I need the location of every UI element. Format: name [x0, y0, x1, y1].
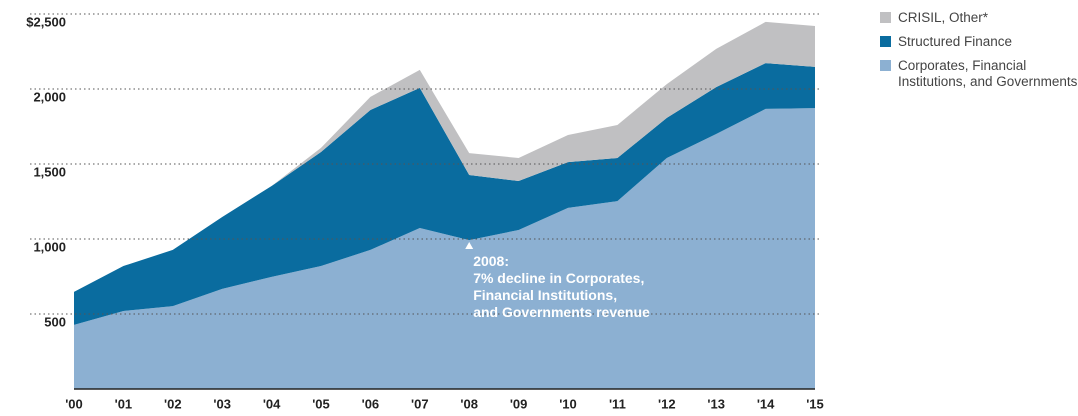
annotation-text: 7% decline in Corporates,: [473, 270, 644, 286]
legend-item: Corporates, Financial Institutions, and …: [880, 58, 1078, 90]
x-tick-label: '08: [460, 396, 478, 411]
x-tick-label: '07: [411, 396, 429, 411]
x-tick-label: '13: [707, 396, 725, 411]
x-tick-label: '09: [510, 396, 528, 411]
area-1: [74, 63, 815, 325]
annotation-text: 2008:: [473, 253, 509, 269]
x-tick-label: '00: [65, 396, 83, 411]
y-tick-label: $2,500: [26, 14, 66, 29]
y-tick-label: 1,500: [33, 164, 66, 179]
annotation-marker: [465, 242, 474, 250]
area-0: [74, 108, 815, 389]
legend-swatch: [880, 60, 891, 71]
y-tick-label: 2,000: [33, 89, 66, 104]
x-tick-label: '10: [559, 396, 577, 411]
x-tick-label: '06: [362, 396, 380, 411]
legend-label: Structured Finance: [898, 34, 1013, 49]
x-tick-label: '03: [213, 396, 231, 411]
x-tick-label: '11: [609, 396, 626, 411]
legend-item: CRISIL, Other*: [880, 10, 1078, 26]
x-tick-label: '14: [757, 396, 775, 411]
legend-swatch: [880, 12, 891, 23]
x-tick-label: '15: [806, 396, 824, 411]
x-tick-label: '12: [658, 396, 676, 411]
x-tick-label: '04: [263, 396, 281, 411]
legend-item: Structured Finance: [880, 34, 1078, 50]
legend-label: CRISIL, Other*: [898, 10, 989, 25]
area-2: [74, 21, 815, 292]
legend-label: Corporates, Financial Institutions, and …: [898, 58, 1078, 89]
x-tick-label: '05: [312, 396, 330, 411]
x-tick-label: '01: [115, 396, 133, 411]
y-tick-label: 1,000: [33, 239, 66, 254]
legend-swatch: [880, 36, 891, 47]
x-tick-label: '02: [164, 396, 182, 411]
y-tick-label: 500: [44, 314, 66, 329]
annotation-text: Financial Institutions,: [473, 287, 617, 303]
annotation-text: and Governments revenue: [473, 304, 650, 320]
